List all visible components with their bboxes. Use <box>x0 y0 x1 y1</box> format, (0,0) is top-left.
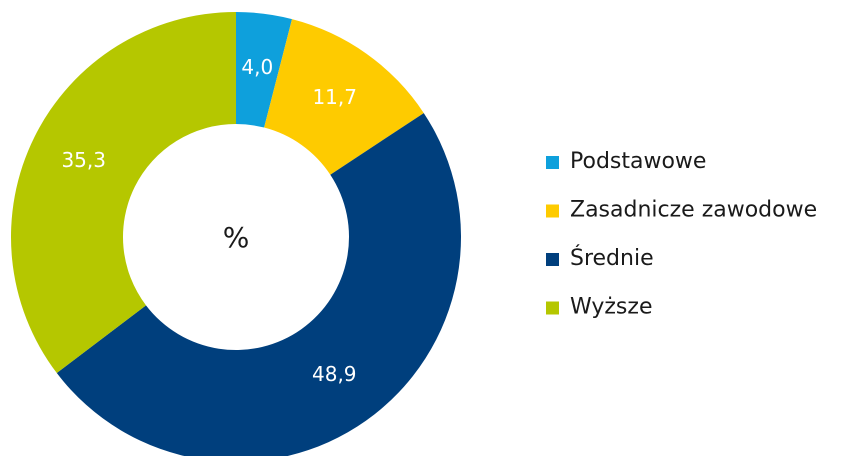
donut-segment <box>236 12 293 128</box>
center-label: % <box>223 221 250 254</box>
value-label: 35,3 <box>61 148 106 172</box>
legend-swatch <box>546 204 559 218</box>
donut-segment <box>264 19 424 175</box>
value-label: 4,0 <box>241 55 273 79</box>
legend-label: Zasadnicze zawodowe <box>570 198 817 223</box>
legend-label: Średnie <box>570 245 654 271</box>
legend-label: Podstawowe <box>570 149 706 174</box>
value-label: 11,7 <box>312 85 357 109</box>
legend-swatch <box>546 156 559 169</box>
value-label: 48,9 <box>312 362 357 386</box>
donut-segment <box>56 113 461 456</box>
legend-label: Wyższe <box>570 295 652 320</box>
legend-swatch <box>546 301 559 315</box>
donut-segment <box>10 11 236 374</box>
legend-swatch <box>546 253 559 266</box>
